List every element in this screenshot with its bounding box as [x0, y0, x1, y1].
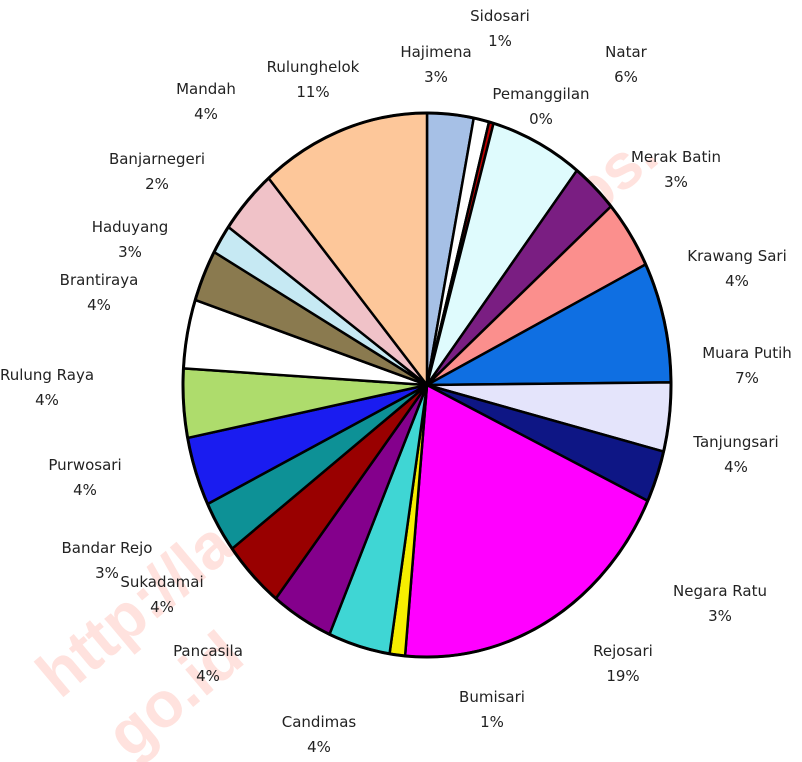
slice-label-name: Krawang Sari: [687, 247, 787, 265]
slice-label-percent: 6%: [614, 68, 638, 86]
slice-label-percent: 19%: [606, 667, 639, 685]
slice-label-name: Pancasila: [173, 642, 243, 660]
slice-label-percent: 4%: [87, 296, 111, 314]
slice-label-percent: 4%: [196, 667, 220, 685]
slice-label-name: Banjarnegeri: [109, 150, 205, 168]
slice-label-percent: 4%: [194, 105, 218, 123]
slice-label-percent: 0%: [529, 110, 553, 128]
slice-label-percent: 1%: [488, 32, 512, 50]
slice-label-name: Bumisari: [459, 688, 525, 706]
slice-label-percent: 4%: [307, 738, 331, 756]
slice-label-percent: 3%: [708, 607, 732, 625]
slice-label-name: Purwosari: [48, 456, 121, 474]
slice-label-percent: 11%: [296, 83, 329, 101]
slice-label-name: Bandar Rejo: [62, 539, 153, 557]
slice-label-percent: 3%: [118, 243, 142, 261]
slice-label-percent: 3%: [95, 564, 119, 582]
slice-label-name: Rejosari: [593, 642, 653, 660]
slice-label-name: Candimas: [282, 713, 357, 731]
slice-label-name: Haduyang: [92, 218, 169, 236]
slice-label-name: Rulung Raya: [0, 366, 94, 384]
slice-label-percent: 2%: [145, 175, 169, 193]
slice-label-name: Muara Putih: [702, 344, 792, 362]
slice-label-percent: 7%: [735, 369, 759, 387]
slice-label-percent: 3%: [664, 173, 688, 191]
slice-label-percent: 4%: [73, 481, 97, 499]
slice-label-percent: 4%: [725, 272, 749, 290]
slice-label-name: Sukadamai: [120, 573, 203, 591]
slice-label-name: Merak Batin: [631, 148, 721, 166]
slice-label-name: Negara Ratu: [673, 582, 767, 600]
slice-label-percent: 4%: [35, 391, 59, 409]
slice-label-name: Natar: [605, 43, 647, 61]
pie-slices: [181, 111, 673, 659]
slice-label-name: Sidosari: [470, 7, 530, 25]
slice-label-percent: 1%: [480, 713, 504, 731]
slice-label-name: Mandah: [176, 80, 236, 98]
slice-label-name: Hajimena: [400, 43, 471, 61]
slice-label-percent: 3%: [424, 68, 448, 86]
slice-label-name: Rulunghelok: [267, 58, 360, 76]
slice-label-name: Tanjungsari: [692, 433, 778, 451]
slice-label-name: Pemanggilan: [492, 85, 589, 103]
pie-outline: [181, 111, 673, 659]
slice-label-percent: 4%: [724, 458, 748, 476]
slice-label-percent: 4%: [150, 598, 174, 616]
pie-labels: Hajimena 3% Sidosari 1% Pemanggilan 0% Natar 6%…: [0, 7, 792, 756]
slice-label-name: Brantiraya: [60, 271, 139, 289]
